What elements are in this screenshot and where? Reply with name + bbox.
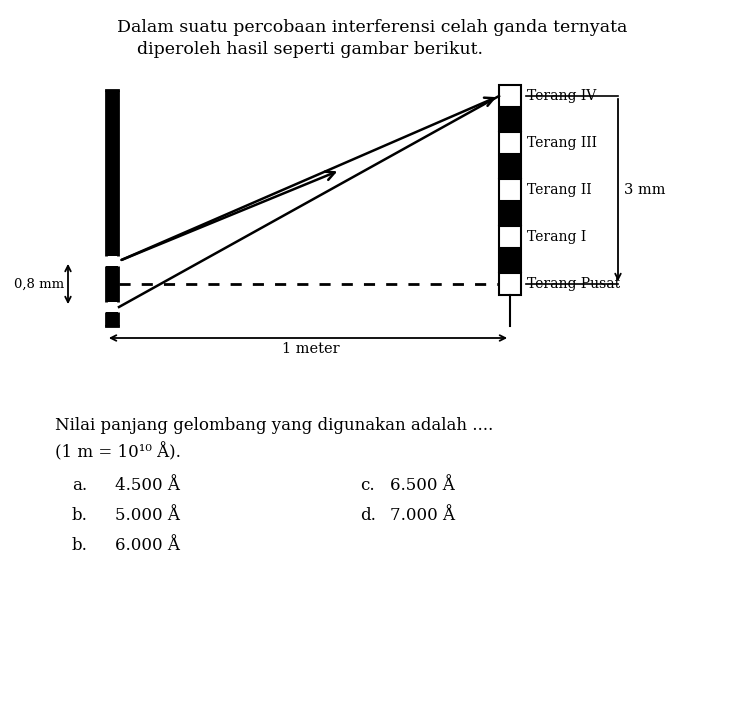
Bar [499, 132, 521, 154]
Text: Terang Pusat: Terang Pusat [527, 277, 620, 291]
Text: Terang IV: Terang IV [527, 89, 596, 103]
Text: 6.000 Å: 6.000 Å [115, 537, 180, 554]
Bar [499, 155, 521, 177]
Bar [106, 90, 118, 256]
Text: 1 meter: 1 meter [282, 342, 340, 356]
Bar [499, 273, 521, 295]
Text: Dalam suatu percobaan interferensi celah ganda ternyata: Dalam suatu percobaan interferensi celah… [117, 20, 627, 37]
Bar [499, 179, 521, 201]
Bar [499, 249, 521, 272]
Bar [499, 226, 521, 248]
Text: Nilai panjang gelombang yang digunakan adalah ....: Nilai panjang gelombang yang digunakan a… [55, 417, 493, 434]
Text: c.: c. [360, 477, 375, 494]
Text: 0,8 mm: 0,8 mm [14, 277, 64, 290]
Text: diperoleh hasil seperti gambar berikut.: diperoleh hasil seperti gambar berikut. [137, 42, 483, 59]
Bar [499, 109, 521, 131]
Bar [106, 266, 118, 302]
Text: 7.000 Å: 7.000 Å [390, 508, 455, 525]
Text: d.: d. [360, 508, 376, 525]
Text: (1 m = 10¹⁰ Å).: (1 m = 10¹⁰ Å). [55, 443, 181, 461]
Text: Terang II: Terang II [527, 183, 591, 197]
Bar [499, 85, 521, 107]
Text: Terang III: Terang III [527, 136, 597, 150]
Text: b.: b. [72, 537, 88, 554]
Bar [499, 203, 521, 225]
Text: 5.000 Å: 5.000 Å [115, 508, 180, 525]
Bar [106, 312, 118, 326]
Text: Terang I: Terang I [527, 230, 586, 244]
Text: a.: a. [72, 477, 87, 494]
Text: 6.500 Å: 6.500 Å [390, 477, 455, 494]
Text: 4.500 Å: 4.500 Å [115, 477, 180, 494]
Text: 3 mm: 3 mm [624, 183, 665, 197]
Text: b.: b. [72, 508, 88, 525]
